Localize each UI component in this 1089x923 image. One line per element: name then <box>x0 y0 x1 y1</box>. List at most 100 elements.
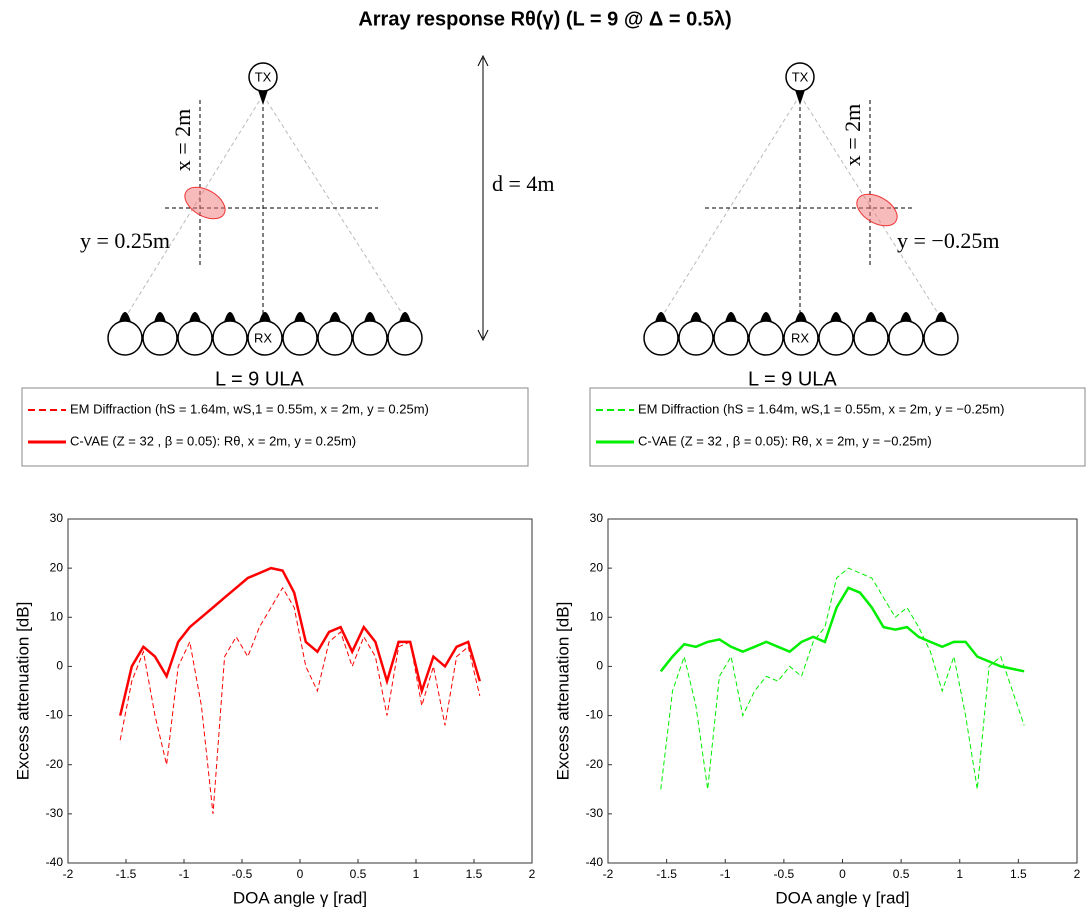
arrow-heads <box>477 54 489 342</box>
antenna <box>142 320 178 356</box>
antenna <box>783 320 819 356</box>
antenna <box>317 320 353 356</box>
x-tick-label: -1 <box>179 867 190 881</box>
distance-label: d = 4m <box>492 171 555 196</box>
x-tick-label: 1.5 <box>1010 867 1027 881</box>
series-line <box>118 566 481 716</box>
rx-label: RX <box>791 330 809 345</box>
y-tick-label: -40 <box>586 855 604 869</box>
rx-label: RX <box>254 330 272 345</box>
x-tick-label: 1.5 <box>466 867 483 881</box>
x-tick-label: -1.5 <box>116 867 137 881</box>
x-tick-label: -1 <box>720 867 731 881</box>
antenna-tip <box>294 312 306 322</box>
x-tick-label: 0.5 <box>893 867 910 881</box>
antenna-tip <box>399 312 411 322</box>
target <box>856 193 898 227</box>
y-tick-label: 30 <box>590 511 604 525</box>
x-tick-label: -0.5 <box>232 867 253 881</box>
antenna-tip <box>795 312 807 322</box>
x-tick-label: 1 <box>413 867 420 881</box>
antenna-tip <box>865 312 877 322</box>
y-tick-label: -30 <box>586 806 604 820</box>
legend-box <box>589 387 1086 467</box>
antenna-tip <box>935 312 947 322</box>
array-label: L = 9 ULA <box>215 368 304 390</box>
antenna <box>107 320 143 356</box>
antenna <box>387 320 423 356</box>
y-tick-label: 10 <box>50 609 64 623</box>
x-tick-label: 0 <box>297 867 304 881</box>
antenna <box>888 320 924 356</box>
y-tick-label: -10 <box>46 708 64 722</box>
series-line <box>660 567 1025 790</box>
antenna-tip <box>154 312 166 322</box>
plot-area <box>67 518 533 864</box>
y-axis-label: Excess attenuation [dB] <box>13 602 32 781</box>
antenna-tip <box>830 312 842 322</box>
antenna <box>678 320 714 356</box>
y-tick-label: 30 <box>50 511 64 525</box>
y-axis-label: Excess attenuation [dB] <box>553 602 572 781</box>
ray <box>660 94 801 319</box>
plot-area <box>607 518 1078 864</box>
antenna <box>853 320 889 356</box>
antenna-tip <box>259 312 271 322</box>
x-tick-label: 0.5 <box>350 867 367 881</box>
tx-node <box>785 62 815 92</box>
antenna <box>748 320 784 356</box>
legend-label: EM Diffraction (hS = 1.64m, wS,1 = 0.55m… <box>70 401 429 416</box>
antenna <box>177 320 213 356</box>
series-line <box>119 586 481 814</box>
x-axis-label: DOA angle γ [rad] <box>233 888 367 907</box>
x-axis-label: DOA angle γ [rad] <box>775 888 909 907</box>
target <box>184 186 226 220</box>
antenna-tip <box>189 312 201 322</box>
x-position: x = 2m <box>170 109 195 172</box>
x-tick-label: 2 <box>529 867 536 881</box>
legend-label: EM Diffraction (hS = 1.64m, wS,1 = 0.55m… <box>638 401 1004 416</box>
antenna-tip <box>224 312 236 322</box>
y-tick-label: 10 <box>590 609 604 623</box>
antenna-tip <box>364 312 376 322</box>
y-tick-label: -30 <box>46 806 64 820</box>
antenna-tip <box>119 312 131 322</box>
antenna-tip <box>900 312 912 322</box>
x-tick-label: 2 <box>1074 867 1081 881</box>
tx-node <box>248 62 278 92</box>
y-position: y = 0.25m <box>80 228 170 253</box>
x-tick-label: -2 <box>603 867 614 881</box>
antenna <box>352 320 388 356</box>
tx-label: TX <box>792 69 809 84</box>
y-tick-label: 20 <box>50 560 64 574</box>
antenna-tip <box>760 312 772 322</box>
y-tick-label: -40 <box>46 855 64 869</box>
antenna <box>212 320 248 356</box>
array-label: L = 9 ULA <box>748 368 837 390</box>
ray <box>124 94 264 319</box>
x-tick-label: -1.5 <box>656 867 677 881</box>
y-tick-label: 0 <box>56 659 63 673</box>
y-tick-label: 20 <box>590 560 604 574</box>
x-tick-label: -2 <box>63 867 74 881</box>
figure-title: Array response Rθ(γ) (L = 9 @ Δ = 0.5λ) <box>358 8 731 30</box>
tx-pin <box>258 90 268 105</box>
antenna-tip <box>655 312 667 322</box>
legend-label: C-VAE (Z = 32 , β = 0.05): Rθ, x = 2m, y… <box>70 433 356 448</box>
antenna <box>713 320 749 356</box>
x-position: x = 2m <box>840 104 865 167</box>
antenna <box>247 320 283 356</box>
y-tick-label: -20 <box>46 757 64 771</box>
x-tick-label: 0 <box>839 867 846 881</box>
antenna <box>282 320 318 356</box>
x-tick-label: -0.5 <box>774 867 795 881</box>
antenna <box>643 320 679 356</box>
ray <box>799 94 942 319</box>
tx-pin <box>795 90 805 105</box>
antenna-tip <box>690 312 702 322</box>
antenna-tip <box>725 312 737 322</box>
antenna <box>923 320 959 356</box>
ray <box>262 94 406 319</box>
